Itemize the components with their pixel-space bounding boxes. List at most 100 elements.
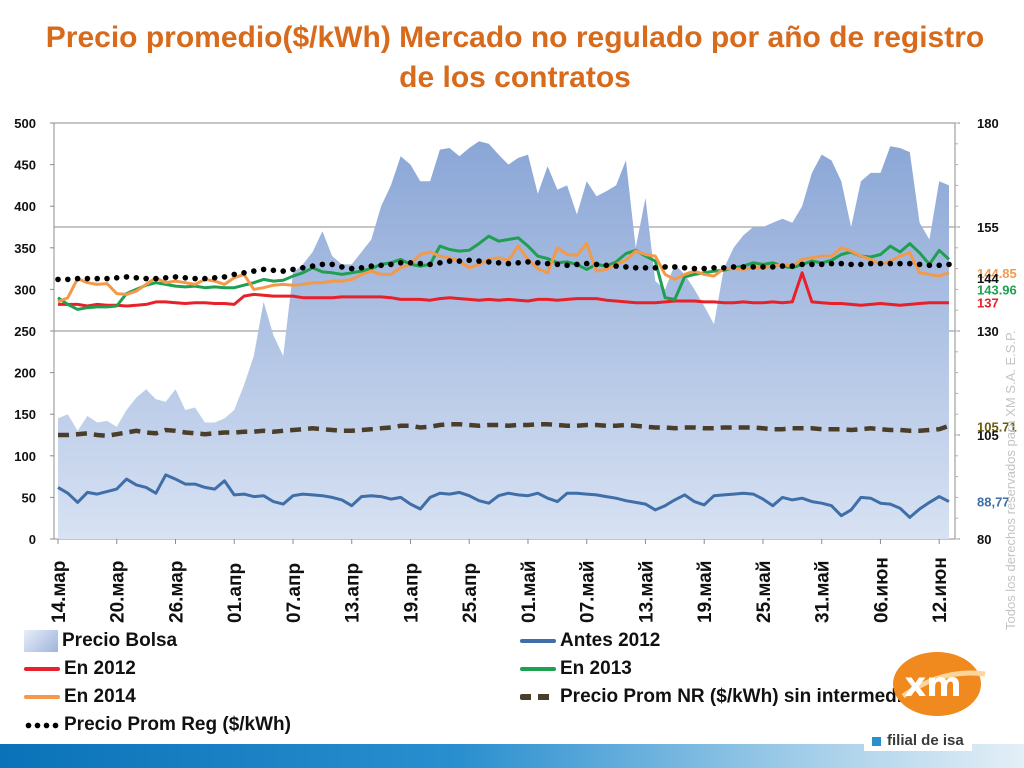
price-line-chart: 0 50 100 150 200 250 300 350 400 450 500 80 105 130 15… xyxy=(14,116,1017,623)
x-tick-label: 13.май xyxy=(636,561,657,623)
legend-swatch-line xyxy=(24,687,60,707)
y-tick-label: 450 xyxy=(14,158,36,173)
series-point-precio-prom-reg xyxy=(838,260,845,267)
series-point-precio-prom-reg xyxy=(711,265,717,271)
logo-text: xm xyxy=(904,665,961,705)
series-point-precio-prom-reg xyxy=(544,260,551,267)
series-point-precio-prom-reg xyxy=(779,263,786,269)
series-point-precio-prom-reg xyxy=(535,260,541,266)
series-point-precio-prom-reg xyxy=(897,260,903,267)
series-point-precio-prom-reg xyxy=(407,260,414,266)
series-point-precio-prom-reg xyxy=(799,261,805,268)
y-tick-label: 200 xyxy=(14,366,36,381)
series-point-precio-prom-reg xyxy=(916,261,923,268)
series-point-precio-prom-reg xyxy=(623,264,629,270)
series-point-precio-prom-reg xyxy=(789,263,796,269)
legend-item-antes-2012: Antes 2012 xyxy=(520,630,660,652)
series-point-precio-prom-reg xyxy=(867,260,874,267)
chart-title: Precio promedio($/kWh) Mercado no regula… xyxy=(45,21,985,94)
series-point-precio-prom-reg xyxy=(740,264,747,270)
end-value-label: 144 xyxy=(977,271,999,286)
series-point-precio-prom-reg xyxy=(456,258,463,264)
series-point-precio-prom-reg xyxy=(172,274,179,280)
legend-swatch-dash xyxy=(520,687,556,707)
footer-bar xyxy=(0,744,1024,768)
y2-tick-label: 80 xyxy=(977,532,991,547)
series-point-precio-prom-reg xyxy=(437,260,443,266)
series-point-precio-prom-reg xyxy=(505,260,512,267)
series-point-precio-prom-reg xyxy=(388,261,394,268)
series-point-precio-prom-reg xyxy=(721,265,727,271)
series-point-precio-prom-reg xyxy=(358,265,365,271)
legend-label: Precio Bolsa xyxy=(62,630,178,651)
x-tick-label: 13.апр xyxy=(343,563,364,623)
series-dashed-precio-prom-nr xyxy=(58,421,950,439)
end-value-label: 137 xyxy=(977,296,999,311)
series-point-precio-prom-reg xyxy=(828,260,835,267)
series-point-precio-prom-reg xyxy=(192,275,198,282)
series-point-precio-prom-reg xyxy=(300,265,306,271)
series-point-precio-prom-reg xyxy=(417,260,424,267)
legend-item-en-2012: En 2012 xyxy=(24,658,136,680)
x-tick-label: 19.апр xyxy=(401,563,422,623)
y-tick-label: 250 xyxy=(14,324,36,339)
series-point-precio-prom-reg xyxy=(613,263,619,269)
series-point-precio-prom-reg xyxy=(701,265,707,272)
end-value-label: 143.96 xyxy=(977,282,1017,297)
legend-item-precio-prom-nr: Precio Prom NR ($/kWh) sin intermediació… xyxy=(520,686,952,708)
series-point-precio-prom-reg xyxy=(632,265,639,271)
series-point-precio-prom-reg xyxy=(583,260,590,267)
legend-label: Antes 2012 xyxy=(560,630,661,651)
series-point-precio-prom-reg xyxy=(936,262,942,269)
series-point-precio-prom-reg xyxy=(427,261,433,268)
series-point-precio-prom-reg xyxy=(525,259,531,265)
series-point-precio-prom-reg xyxy=(926,262,933,269)
series-point-precio-prom-reg xyxy=(818,261,825,268)
series-point-precio-prom-reg xyxy=(760,264,766,270)
series-point-precio-prom-reg xyxy=(750,264,756,270)
legend-item-precio-prom-reg: Precio Prom Reg ($/kWh) xyxy=(24,714,291,736)
series-point-precio-prom-reg xyxy=(133,275,140,281)
copyright-watermark: Todos los derechos reservados para XM S.… xyxy=(1003,330,1018,630)
x-tick-label: 12.июн xyxy=(930,557,951,623)
series-point-precio-prom-reg xyxy=(466,257,473,264)
x-tick-label: 31.май xyxy=(813,561,834,623)
y-tick-label: 300 xyxy=(14,282,36,297)
y-tick-label: 100 xyxy=(14,449,36,464)
series-point-precio-prom-reg xyxy=(564,262,570,269)
series-point-precio-prom-reg xyxy=(221,274,228,280)
series-point-precio-prom-reg xyxy=(574,261,580,268)
series-point-precio-prom-reg xyxy=(309,263,316,269)
series-point-precio-prom-reg xyxy=(368,263,375,269)
legend-label: En 2013 xyxy=(560,658,632,679)
series-point-precio-prom-reg xyxy=(153,275,159,282)
x-tick-label: 14.мар xyxy=(49,561,70,623)
series-point-precio-prom-reg xyxy=(319,261,326,268)
series-point-precio-prom-reg xyxy=(907,260,913,267)
series-point-precio-prom-reg xyxy=(554,261,561,268)
series-point-precio-prom-reg xyxy=(84,275,91,282)
legend-item-en-2013: En 2013 xyxy=(520,658,632,680)
series-point-precio-prom-reg xyxy=(681,265,688,271)
legend-swatch-line xyxy=(24,659,60,679)
series-point-precio-prom-reg xyxy=(486,259,492,265)
x-tick-label: 01.май xyxy=(519,561,540,623)
legend-item-precio-bolsa: Precio Bolsa xyxy=(24,630,177,652)
legend-swatch-area xyxy=(24,630,58,652)
x-tick-label: 07.апр xyxy=(284,563,305,623)
series-point-precio-prom-reg xyxy=(94,275,100,282)
y-tick-label: 0 xyxy=(29,532,36,547)
x-tick-label: 06.июн xyxy=(871,557,892,623)
series-point-precio-prom-reg xyxy=(231,271,237,278)
series-point-precio-prom-reg xyxy=(65,276,71,283)
series-point-precio-prom-reg xyxy=(858,261,864,268)
x-tick-label: 25.апр xyxy=(460,563,481,623)
series-point-precio-prom-reg xyxy=(877,260,884,267)
x-tick-label: 26.мар xyxy=(166,561,187,623)
series-point-precio-prom-reg xyxy=(182,275,189,281)
legend-swatch-dot xyxy=(24,715,60,735)
legend-label: En 2012 xyxy=(64,658,136,679)
series-point-precio-prom-reg xyxy=(113,275,120,281)
series-point-precio-prom-reg xyxy=(251,268,257,274)
legend-label: Precio Prom Reg ($/kWh) xyxy=(64,714,291,735)
